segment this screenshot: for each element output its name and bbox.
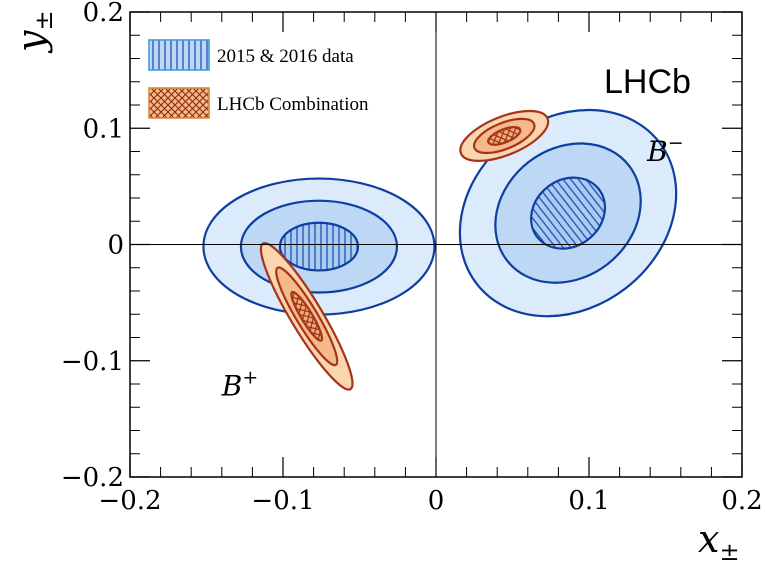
group-label-b-minus: B− — [646, 132, 684, 168]
contour-data-group0-level3 — [278, 221, 360, 272]
y-axis-title: y± — [9, 10, 58, 54]
axis-ticks — [129, 11, 743, 478]
reference-lines — [130, 12, 742, 477]
group-labels: B+ B− — [221, 132, 684, 403]
y-tick-label: −0.1 — [61, 347, 124, 377]
x-tick-labels: −0.2 −0.1 0 0.1 0.2 — [98, 486, 762, 516]
experiment-label: LHCb — [604, 63, 691, 101]
contour-data-group1-level3 — [530, 176, 607, 250]
x-tick-label: −0.1 — [251, 486, 314, 516]
y-tick-label: 0.2 — [83, 0, 124, 28]
x-tick-label: −0.2 — [98, 486, 161, 516]
x-axis-title-main: x — [698, 517, 719, 561]
contour-combination-group0-level3 — [290, 290, 324, 342]
y-axis-title-sub: ± — [30, 10, 58, 30]
legend-swatch-data — [148, 39, 210, 71]
legend-label-data: 2015 & 2016 data — [217, 46, 354, 67]
y-axis-title-main: y — [9, 30, 53, 54]
y-tick-label: 0 — [107, 231, 124, 261]
x-tick-label: 0.1 — [568, 486, 609, 516]
y-tick-labels: −0.2 −0.1 0 0.1 0.2 — [61, 0, 124, 493]
y-tick-label: 0.1 — [83, 114, 124, 144]
x-axis-title-sub: ± — [719, 538, 739, 563]
contour-layer — [202, 108, 678, 391]
legend: 2015 & 2016 data LHCb Combination — [148, 39, 369, 119]
contour-combination-group1-level3 — [487, 126, 522, 146]
x-tick-label: 0.2 — [721, 486, 762, 516]
x-tick-label: 0 — [428, 486, 445, 516]
legend-swatch-combination — [148, 87, 210, 119]
legend-label-combination: LHCb Combination — [217, 94, 369, 115]
y-tick-label: −0.2 — [61, 463, 124, 493]
x-axis-title: x± — [698, 517, 740, 563]
group-label-b-plus: B+ — [221, 367, 258, 403]
